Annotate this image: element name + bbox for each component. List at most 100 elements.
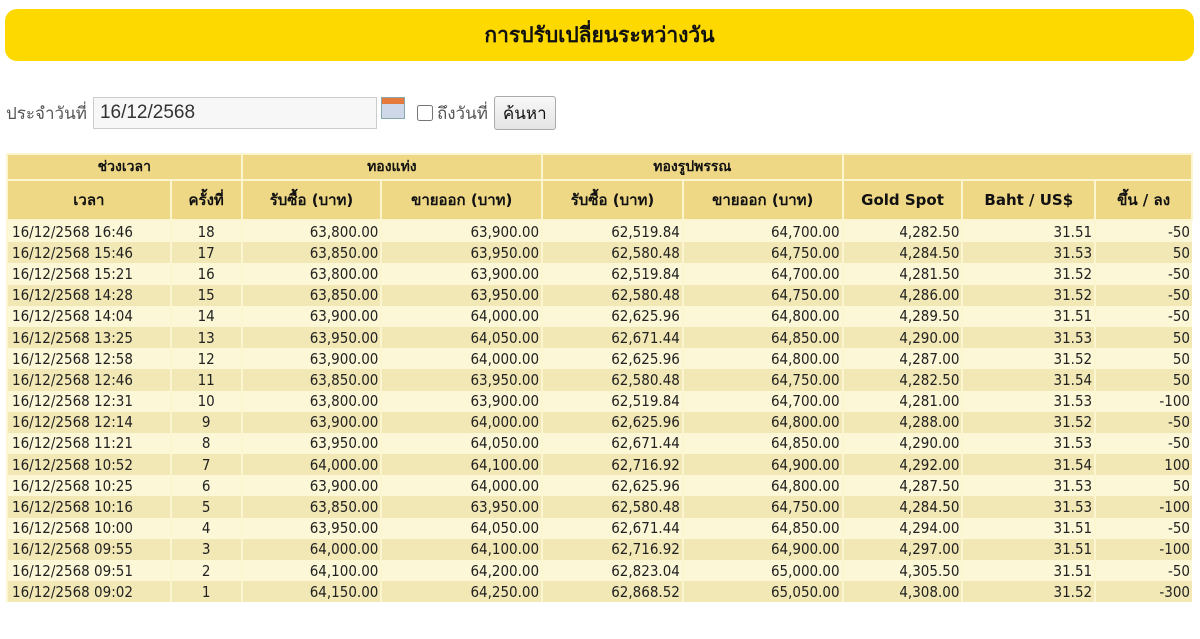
table-cell: 64,150.00 <box>240 581 382 603</box>
table-cell: 4,282.50 <box>841 369 963 391</box>
table-cell: 64,750.00 <box>681 369 843 391</box>
table-cell: 16/12/2568 12:14 <box>6 411 171 433</box>
table-cell: 64,700.00 <box>681 390 843 412</box>
group-header-market <box>841 153 1194 181</box>
table-cell: 64,000.00 <box>380 348 543 370</box>
table-cell: 64,800.00 <box>681 348 843 370</box>
table-row: 16/12/2568 15:46 17 63,850.00 63,950.00 62,5… <box>6 242 1192 264</box>
table-cell: 63,950.00 <box>380 369 543 391</box>
table-cell: 62,716.92 <box>541 454 683 476</box>
table-cell: 62,716.92 <box>541 538 683 560</box>
table-cell: 63,850.00 <box>240 284 382 306</box>
table-cell: 64,750.00 <box>681 496 843 518</box>
group-header-gold-ornament: ทองรูปพรรณ <box>541 153 844 181</box>
table-cell: 5 <box>169 496 242 518</box>
table-cell: -100 <box>1094 496 1192 518</box>
table-cell: 64,100.00 <box>380 454 543 476</box>
column-header: รับซื้อ (บาท) <box>240 179 383 221</box>
page-title: การปรับเปลี่ยนระหว่างวัน <box>5 9 1194 61</box>
table-cell: 4,297.00 <box>841 538 963 560</box>
table-cell: 18 <box>169 220 242 243</box>
table-cell: 50 <box>1094 348 1192 370</box>
table-cell: 31.53 <box>961 496 1096 518</box>
group-header-gold-bar: ทองแท่ง <box>240 153 544 181</box>
table-cell: 31.51 <box>961 560 1096 582</box>
table-cell: 10 <box>169 390 242 412</box>
search-button[interactable]: ค้นหา <box>493 96 556 130</box>
table-row: 16/12/2568 12:14 9 63,900.00 64,000.00 62,62… <box>6 411 1192 433</box>
table-cell: 63,900.00 <box>240 348 382 370</box>
table-cell: 4,286.00 <box>841 284 963 306</box>
column-header: ขึ้น / ลง <box>1094 179 1193 221</box>
column-header: ขายออก (บาท) <box>681 179 844 221</box>
table-cell: 17 <box>169 242 242 264</box>
table-cell: 16/12/2568 13:25 <box>6 326 171 349</box>
table-cell: 4,290.00 <box>841 326 963 349</box>
table-cell: 12 <box>169 348 242 370</box>
table-cell: -100 <box>1094 538 1192 560</box>
table-cell: 63,950.00 <box>240 432 382 455</box>
table-cell: 9 <box>169 411 242 433</box>
to-date-checkbox[interactable] <box>416 105 433 121</box>
table-cell: 62,625.96 <box>541 305 683 327</box>
table-cell: 16/12/2568 14:04 <box>6 305 171 327</box>
calendar-icon[interactable] <box>380 97 405 119</box>
date-input[interactable] <box>92 97 377 129</box>
table-cell: 31.53 <box>961 475 1096 497</box>
table-cell: 4 <box>169 517 242 539</box>
table-cell: 16/12/2568 15:46 <box>6 242 171 264</box>
table-cell: 63,950.00 <box>380 496 543 518</box>
table-cell: -50 <box>1094 220 1192 243</box>
table-cell: 62,580.48 <box>541 369 683 391</box>
table-cell: 63,950.00 <box>380 284 543 306</box>
table-cell: 64,900.00 <box>681 538 843 560</box>
table-cell: 63,900.00 <box>380 390 543 412</box>
table-cell: -50 <box>1094 263 1192 285</box>
table-cell: 16/12/2568 15:21 <box>6 263 171 285</box>
table-cell: 31.52 <box>961 348 1096 370</box>
table-row: 16/12/2568 13:25 13 63,950.00 64,050.00 62,6… <box>6 326 1192 349</box>
table-cell: 31.51 <box>961 220 1096 243</box>
table-cell: 16/12/2568 11:21 <box>6 432 171 455</box>
table-cell: 16/12/2568 10:52 <box>6 454 171 476</box>
table-cell: 64,850.00 <box>681 326 843 349</box>
table-cell: 16/12/2568 10:25 <box>6 475 171 497</box>
table-cell: 62,671.44 <box>541 517 683 539</box>
table-row: 16/12/2568 12:58 12 63,900.00 64,000.00 62,6… <box>6 348 1192 370</box>
table-cell: 65,050.00 <box>681 581 843 603</box>
table-cell: 31.52 <box>961 581 1096 603</box>
column-header: ขายออก (บาท) <box>380 179 544 221</box>
table-cell: -50 <box>1094 305 1192 327</box>
table-cell: 63,950.00 <box>240 326 382 349</box>
table-row: 16/12/2568 14:04 14 63,900.00 64,000.00 62,6… <box>6 305 1192 327</box>
table-cell: 63,950.00 <box>240 517 382 539</box>
table-cell: 16/12/2568 09:02 <box>6 581 171 603</box>
table-cell: 6 <box>169 475 242 497</box>
table-cell: -100 <box>1094 390 1192 412</box>
table-cell: 4,288.00 <box>841 411 963 433</box>
table-cell: 4,281.00 <box>841 390 963 412</box>
table-cell: 64,900.00 <box>681 454 843 476</box>
table-cell: 100 <box>1094 454 1192 476</box>
table-cell: 63,900.00 <box>240 475 382 497</box>
table-cell: 31.52 <box>961 263 1096 285</box>
table-cell: 4,308.00 <box>841 581 963 603</box>
table-row: 16/12/2568 10:16 5 63,850.00 63,950.00 62,58… <box>6 496 1192 518</box>
search-form: ประจำวันที่ ถึงวันที่ ค้นหา <box>6 96 556 130</box>
table-cell: 16/12/2568 14:28 <box>6 284 171 306</box>
table-cell: 62,580.48 <box>541 242 683 264</box>
table-cell: 4,287.50 <box>841 475 963 497</box>
table-cell: 31.51 <box>961 538 1096 560</box>
table-cell: 15 <box>169 284 242 306</box>
table-cell: 62,519.84 <box>541 263 683 285</box>
table-cell: 31.54 <box>961 369 1096 391</box>
table-cell: 62,671.44 <box>541 326 683 349</box>
table-cell: 63,900.00 <box>380 263 543 285</box>
column-header: Gold Spot <box>841 179 964 221</box>
table-cell: -50 <box>1094 560 1192 582</box>
table-cell: 63,800.00 <box>240 263 382 285</box>
table-cell: 13 <box>169 326 242 349</box>
table-cell: 31.51 <box>961 517 1096 539</box>
table-cell: 63,850.00 <box>240 369 382 391</box>
price-table: ช่วงเวลา ทองแท่ง ทองรูปพรรณ เวลา ครั้งที่… <box>6 153 1194 603</box>
